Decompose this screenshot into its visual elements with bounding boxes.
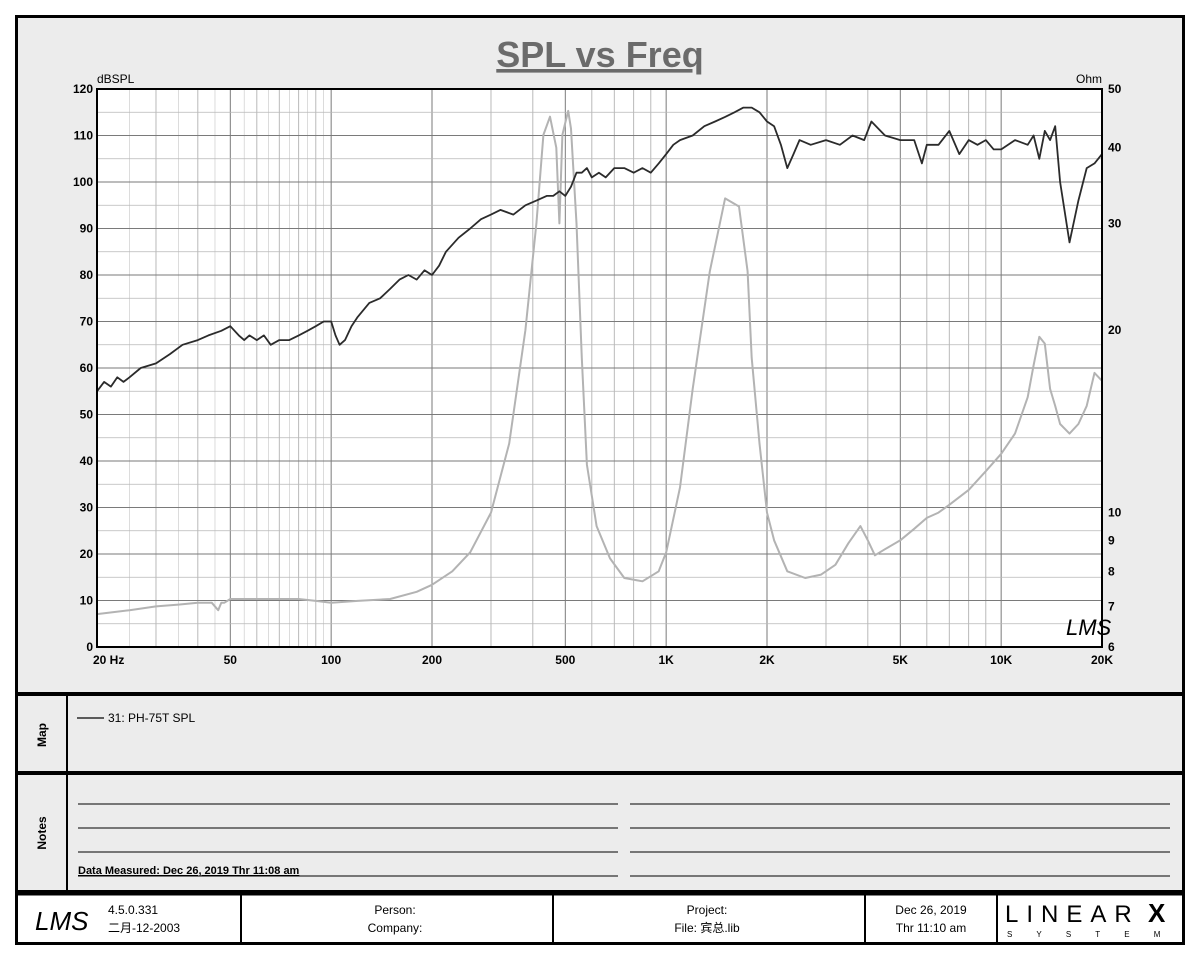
y-right-tick-label: 8: [1108, 564, 1115, 578]
series-group: [96, 106, 1103, 616]
y-right-tick-label: 40: [1108, 141, 1122, 155]
x-tick-label: 1K: [658, 653, 674, 667]
y-left-tick-label: 110: [74, 129, 94, 143]
footer-brand-linear: LINEAR: [1005, 901, 1140, 928]
y-left-tick-label: 90: [80, 222, 94, 236]
x-tick-labels: 20 Hz 50 100 200 500 1K 2K 5K 10K 20K: [93, 653, 1113, 667]
y-left-tick-label: 60: [80, 361, 94, 375]
lms-watermark-logo: LMS: [1066, 615, 1112, 640]
y-left-tick-label: 80: [80, 268, 94, 282]
y-right-tick-label: 10: [1108, 506, 1122, 520]
x-tick-label: 500: [555, 653, 575, 667]
y-right-tick-label: 30: [1108, 216, 1122, 230]
y-right-tick-label: 9: [1108, 533, 1115, 547]
footer-file: File: 宾总.lib: [674, 920, 740, 935]
map-legend-text: 31: PH-75T SPL: [108, 711, 195, 725]
x-tick-label: 100: [321, 653, 341, 667]
y-left-tick-label: 10: [80, 594, 94, 608]
data-measured-text: Data Measured: Dec 26, 2019 Thr 11:08 am: [78, 865, 300, 877]
y-left-tick-label: 0: [86, 640, 93, 654]
y-left-tick-labels: 0 10 20 30 40 50 60 70 80 90 100 110 120: [73, 82, 93, 654]
y-right-tick-label: 20: [1108, 323, 1122, 337]
footer-lms-logo: LMS: [35, 906, 89, 936]
x-tick-label: 50: [224, 653, 238, 667]
notes-lines: [78, 803, 1170, 877]
lms-report-frame: SPL vs Freq 20 Hz 50 100 200 500 1K 2K 5K 10K 20K…: [15, 15, 1190, 945]
footer-time: Thr 11:10 am: [896, 921, 966, 935]
map-section-label: Map: [35, 723, 49, 747]
y-left-tick-label: 50: [80, 408, 94, 422]
y-right-tick-labels: 6 7 8 9 10 20 30 40 50: [1108, 82, 1122, 654]
plot-area: 20 Hz 50 100 200 500 1K 2K 5K 10K 20K 0 10 20 30 40 50…: [73, 72, 1122, 667]
footer-version: 4.5.0.331: [108, 903, 158, 917]
x-tick-label: 20 Hz: [93, 653, 124, 667]
y-left-axis-label: dBSPL: [97, 72, 135, 86]
footer-project: Project:: [687, 903, 728, 917]
y-left-tick-label: 70: [80, 315, 94, 329]
notes-section-label: Notes: [35, 816, 49, 850]
x-tick-label: 5K: [893, 653, 909, 667]
footer-person: Person:: [374, 903, 415, 917]
y-right-tick-label: 50: [1108, 82, 1122, 96]
y-right-tick-label: 7: [1108, 599, 1115, 613]
footer-brand-x: X: [1148, 898, 1166, 928]
series-line-impedance: [96, 109, 1103, 616]
footer-background: [15, 894, 1185, 945]
footer-version-date: 二月-12-2003: [108, 921, 180, 935]
y-right-axis-label: Ohm: [1076, 72, 1102, 86]
x-tick-label: 2K: [759, 653, 775, 667]
series-line-spl: [96, 106, 1103, 392]
chart-title: SPL vs Freq: [496, 34, 703, 75]
y-left-tick-label: 30: [80, 501, 94, 515]
footer-border: [15, 892, 1185, 945]
footer-date: Dec 26, 2019: [895, 903, 967, 917]
y-left-tick-label: 100: [73, 175, 93, 189]
y-left-tick-label: 20: [80, 547, 94, 561]
plot-border: [96, 88, 1103, 648]
footer-company: Company:: [368, 921, 423, 935]
y-right-tick-label: 6: [1108, 640, 1115, 654]
y-left-tick-label: 120: [73, 82, 93, 96]
lms-report-svg: SPL vs Freq 20 Hz 50 100 200 500 1K 2K 5K 10K 20K…: [15, 15, 1190, 945]
x-tick-label: 10K: [990, 653, 1012, 667]
x-tick-label: 20K: [1091, 653, 1113, 667]
footer-brand-systems: S Y S T E M S: [1007, 930, 1185, 939]
y-left-tick-label: 40: [80, 454, 94, 468]
x-tick-label: 200: [422, 653, 442, 667]
